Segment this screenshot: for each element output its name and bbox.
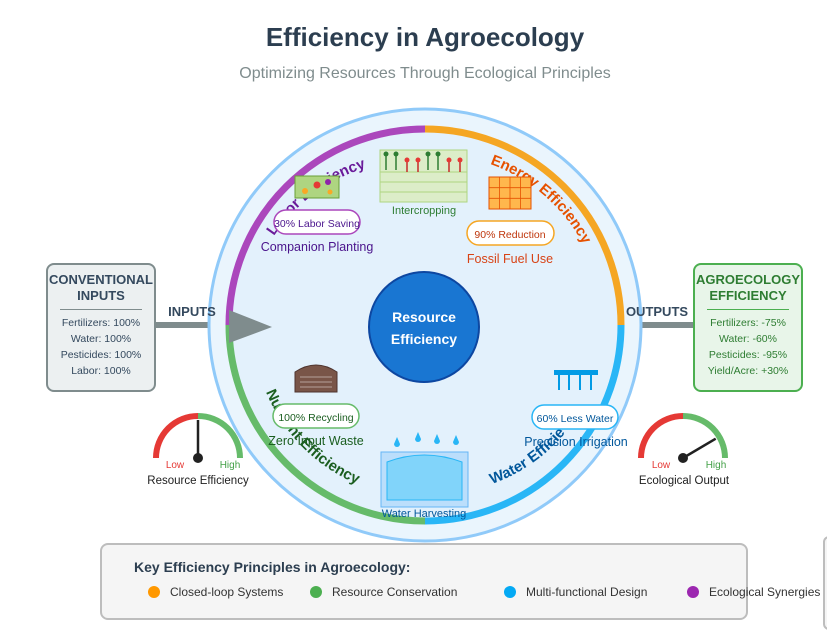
legend-panel: Key Efficiency Principles in Agroecology…	[100, 543, 820, 620]
legend-item-label: Ecological Synergies	[709, 585, 821, 599]
center-label-line2: Efficiency	[391, 331, 457, 347]
legend-item: Multi-functional Design	[504, 585, 647, 599]
conventional-title-line2: INPUTS	[77, 288, 125, 303]
list-item: Water: 100%	[70, 333, 132, 345]
companion-planting-icon	[294, 175, 340, 199]
legend-dot	[310, 586, 322, 598]
list-item: Water: -60%	[719, 333, 777, 345]
legend-title: Key Efficiency Principles in Agroecology…	[134, 559, 411, 575]
precision-irrigation-label: Precision Irrigation	[524, 435, 628, 449]
agroecology-title-line1: AGROECOLOGY	[695, 272, 800, 287]
gauge-low-label: Low	[166, 460, 185, 471]
labor-arc	[225, 125, 426, 326]
center-label-line1: Resource	[392, 309, 456, 325]
offscreen-panel-edge	[823, 536, 827, 630]
divider	[707, 309, 789, 310]
less-water-badge	[531, 404, 619, 430]
recycling-badge	[272, 403, 360, 429]
ecological-output-gauge	[638, 413, 728, 463]
conventional-title-line1: CONVENTIONAL	[49, 272, 153, 287]
legend-item-label: Multi-functional Design	[526, 585, 648, 599]
agroecology-title-line2: EFFICIENCY	[709, 288, 787, 303]
list-item: Labor: 100%	[71, 365, 131, 377]
gauge-high-label: High	[706, 460, 727, 471]
gauge-caption: Resource Efficiency	[147, 475, 249, 487]
conventional-inputs-box: CONVENTIONAL INPUTS Fertilizers: 100% Wa…	[46, 263, 156, 392]
gauge-caption: Ecological Output	[639, 475, 730, 487]
legend-item-label: Closed-loop Systems	[170, 585, 284, 599]
labor-saving-badge	[273, 209, 361, 235]
list-item: Fertilizers: -75%	[710, 317, 786, 329]
divider	[60, 309, 142, 310]
energy-arc	[424, 125, 625, 326]
legend-dot	[687, 586, 699, 598]
inputs-flow-bar	[156, 322, 236, 328]
inputs-arrow-head	[229, 310, 272, 343]
resource-efficiency-gauge	[153, 413, 243, 463]
page-title: Efficiency in Agroecology	[265, 22, 585, 52]
list-item: Fertilizers: 100%	[61, 317, 141, 329]
drip-irrigation-icon	[554, 370, 598, 390]
inputs-label: INPUTS	[168, 304, 216, 319]
legend-item-label: Resource Conservation	[332, 585, 458, 599]
energy-reduction-badge-text: 90% Reduction	[474, 229, 545, 241]
legend-dot	[504, 586, 516, 598]
nutrient-arc	[225, 324, 426, 525]
outputs-label: OUTPUTS	[626, 304, 688, 319]
water-harvesting-icon	[380, 432, 469, 508]
fossil-fuel-label: Fossil Fuel Use	[467, 252, 553, 266]
less-water-badge-text: 60% Less Water	[537, 413, 614, 425]
agroecology-efficiency-box: AGROECOLOGY EFFICIENCY Fertilizers: -75%…	[693, 263, 803, 392]
gauge-needle	[682, 437, 717, 460]
list-item: Pesticides: -95%	[708, 349, 788, 361]
water-arc	[424, 324, 625, 525]
solar-panel-icon	[488, 176, 532, 210]
companion-planting-label: Companion Planting	[261, 240, 374, 254]
legend-item: Closed-loop Systems	[148, 585, 283, 599]
legend-dot	[148, 586, 160, 598]
gauge-low-label: Low	[652, 460, 671, 471]
recycling-badge-text: 100% Recycling	[278, 412, 353, 424]
outputs-flow-bar	[616, 322, 694, 328]
legend-item: Ecological Synergies	[687, 585, 820, 599]
zero-input-waste-label: Zero Input Waste	[268, 434, 363, 448]
intercropping-label: Intercropping	[392, 205, 456, 217]
labor-saving-badge-text: 30% Labor Saving	[274, 218, 360, 230]
gauge-high-label: High	[220, 460, 241, 471]
energy-reduction-badge	[466, 220, 555, 246]
list-item: Yield/Acre: +30%	[707, 365, 789, 377]
intercropping-icon	[379, 149, 468, 203]
center-circle	[368, 271, 480, 383]
water-harvesting-label: Water Harvesting	[382, 508, 467, 520]
compost-bin-icon	[294, 364, 338, 393]
page-subtitle: Optimizing Resources Through Ecological …	[239, 65, 611, 82]
legend-item: Resource Conservation	[310, 585, 457, 599]
list-item: Pesticides: 100%	[60, 349, 142, 361]
